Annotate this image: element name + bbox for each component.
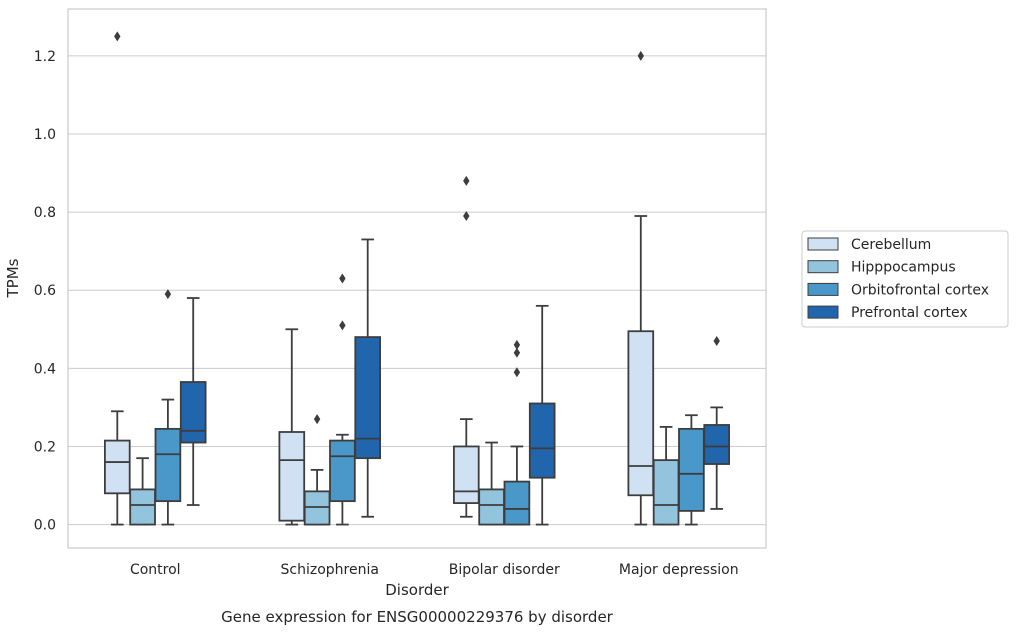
box [154,289,182,526]
box-iqr [452,445,480,504]
legend-label: Orbitofrontal cortex [851,282,989,298]
legend[interactable]: Cerebellum Hipppocampus Orbitofrontal cort… [801,230,1009,328]
outlier-point [637,50,644,61]
series-orbitofrontal-cortex [154,273,705,526]
outlier-point [114,31,121,42]
box [528,304,556,526]
grid [68,55,766,526]
series-hipppocampus [129,414,680,526]
box [329,273,356,526]
box-iqr [354,336,382,460]
y-tick-label: 0.8 [34,205,56,221]
box-iqr [627,330,655,497]
box-iqr [303,490,331,526]
legend-swatch [807,237,839,251]
box [129,457,156,526]
box-iqr [503,480,531,526]
box [354,238,382,518]
outlier-point [513,347,521,358]
legend-swatch [807,260,839,274]
box-iqr [129,488,156,526]
box [179,297,207,506]
legend-frame [801,230,1009,328]
x-axis-ticks: Control Schizophrenia Bipolar disorder Majo… [130,562,739,578]
box [478,441,505,526]
box [278,328,306,526]
box-iqr [278,431,306,522]
x-tick-label: Major depression [619,562,739,578]
legend-label: Prefrontal cortex [851,305,968,321]
outlier-point [463,175,470,186]
y-axis-label: TPMs [4,258,22,298]
box-iqr [703,424,731,465]
y-tick-label: 0.0 [34,518,56,534]
box-iqr [528,402,556,479]
outlier-point [463,211,470,222]
outlier-point [339,320,346,331]
y-tick-label: 1.0 [34,127,56,143]
y-tick-label: 0.6 [34,283,56,299]
y-axis-ticks: 0.0 0.2 0.4 0.6 0.8 1.0 1.2 [34,49,56,534]
box [503,339,531,526]
x-tick-label: Bipolar disorder [449,562,560,578]
legend-swatch [807,305,839,319]
box [303,414,331,526]
box-iqr [678,427,705,512]
outlier-point [513,367,521,378]
x-tick-label: Control [130,562,181,578]
box-iqr [652,459,680,526]
box [103,31,131,526]
outlier-point [164,289,172,300]
x-axis-label: Disorder [385,581,449,599]
outlier-point [713,335,720,346]
legend-swatch [807,282,839,296]
y-tick-label: 0.4 [34,361,56,377]
box-iqr [478,488,505,526]
box-iqr [179,381,207,444]
box-iqr [329,439,356,503]
y-tick-label: 1.2 [34,49,56,65]
x-tick-label: Schizophrenia [281,562,379,578]
y-tick-label: 0.2 [34,439,56,455]
outlier-point [339,273,346,284]
plot-series [103,31,731,526]
outlier-point [313,414,321,425]
chart-caption: Gene expression for ENSG00000229376 by d… [221,608,614,626]
box [452,175,480,518]
box-iqr [103,439,131,495]
series-prefrontal-cortex [179,238,731,526]
box [627,50,655,526]
legend-label: Cerebellum [851,237,931,253]
box-iqr [154,427,182,503]
legend-label: Hipppocampus [851,260,956,276]
plot-frame [67,8,767,549]
box [678,414,705,526]
series-cerebellum [103,31,655,526]
box [703,335,731,510]
outlier-point [513,339,521,350]
box [652,426,680,526]
